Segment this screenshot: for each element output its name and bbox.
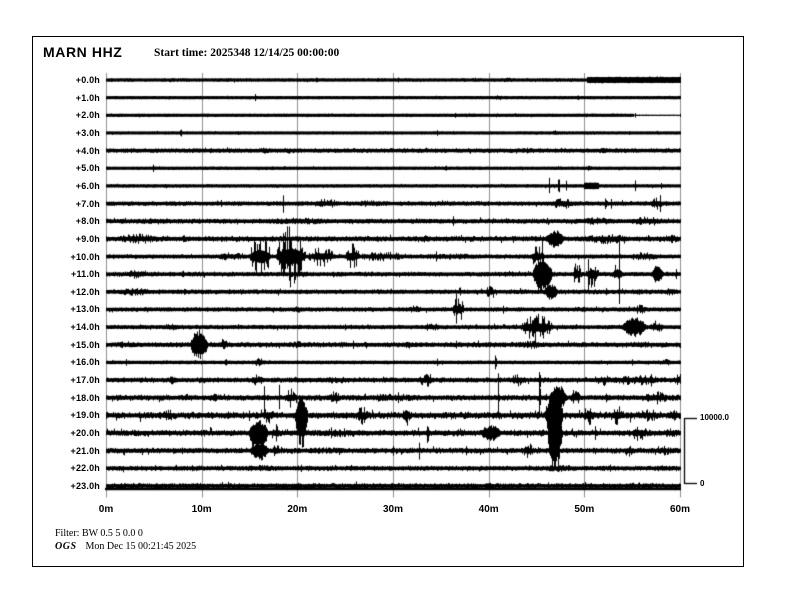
row-label: +11.0h (71, 269, 100, 280)
plot-page-border (32, 36, 744, 567)
row-label: +6.0h (75, 180, 100, 191)
row-label: +17.0h (70, 375, 100, 386)
row-label: +1.0h (75, 92, 100, 103)
x-tick-label: 60m (669, 504, 690, 515)
generated-time-label: Mon Dec 15 00:21:45 2025 (85, 541, 197, 552)
row-label: +5.0h (75, 163, 100, 174)
row-label: +12.0h (70, 286, 100, 297)
row-label: +22.0h (70, 463, 100, 474)
row-label: +9.0h (75, 233, 100, 244)
row-label: +3.0h (75, 127, 100, 138)
row-label: +21.0h (70, 445, 100, 456)
start-time-label: Start time: 2025348 12/14/25 00:00:00 (154, 47, 340, 59)
row-label: +8.0h (75, 216, 100, 227)
row-label: +0.0h (75, 75, 100, 85)
x-tick-label: 0m (98, 504, 114, 515)
credit-line: OGS Mon Dec 15 00:21:45 2025 (55, 541, 196, 552)
row-label: +23.0h (70, 480, 100, 491)
row-label: +2.0h (75, 110, 100, 121)
x-tick-label: 10m (191, 504, 212, 515)
station-title: MARN HHZ (43, 44, 123, 60)
scale-max-label: 10000.0 (700, 413, 729, 422)
x-tick-label: 20m (287, 504, 308, 515)
filter-label: Filter: BW 0.5 5 0.0 0 (55, 528, 143, 539)
row-label: +18.0h (70, 392, 100, 403)
row-label: +15.0h (70, 339, 100, 350)
x-tick-label: 40m (478, 504, 499, 515)
row-label: +4.0h (75, 145, 100, 156)
x-tick-label: 50m (574, 504, 595, 515)
ogs-logo: OGS (55, 541, 77, 552)
scale-min-label: 0 (700, 479, 705, 488)
row-label: +10.0h (70, 251, 100, 262)
row-label: +20.0h (70, 428, 100, 438)
x-tick-label: 30m (382, 504, 403, 515)
row-label: +13.0h (70, 304, 100, 315)
row-label: +16.0h (70, 357, 100, 368)
row-label: +7.0h (75, 198, 100, 209)
row-label: +19.0h (70, 410, 100, 421)
row-label: +14.0h (70, 322, 100, 333)
